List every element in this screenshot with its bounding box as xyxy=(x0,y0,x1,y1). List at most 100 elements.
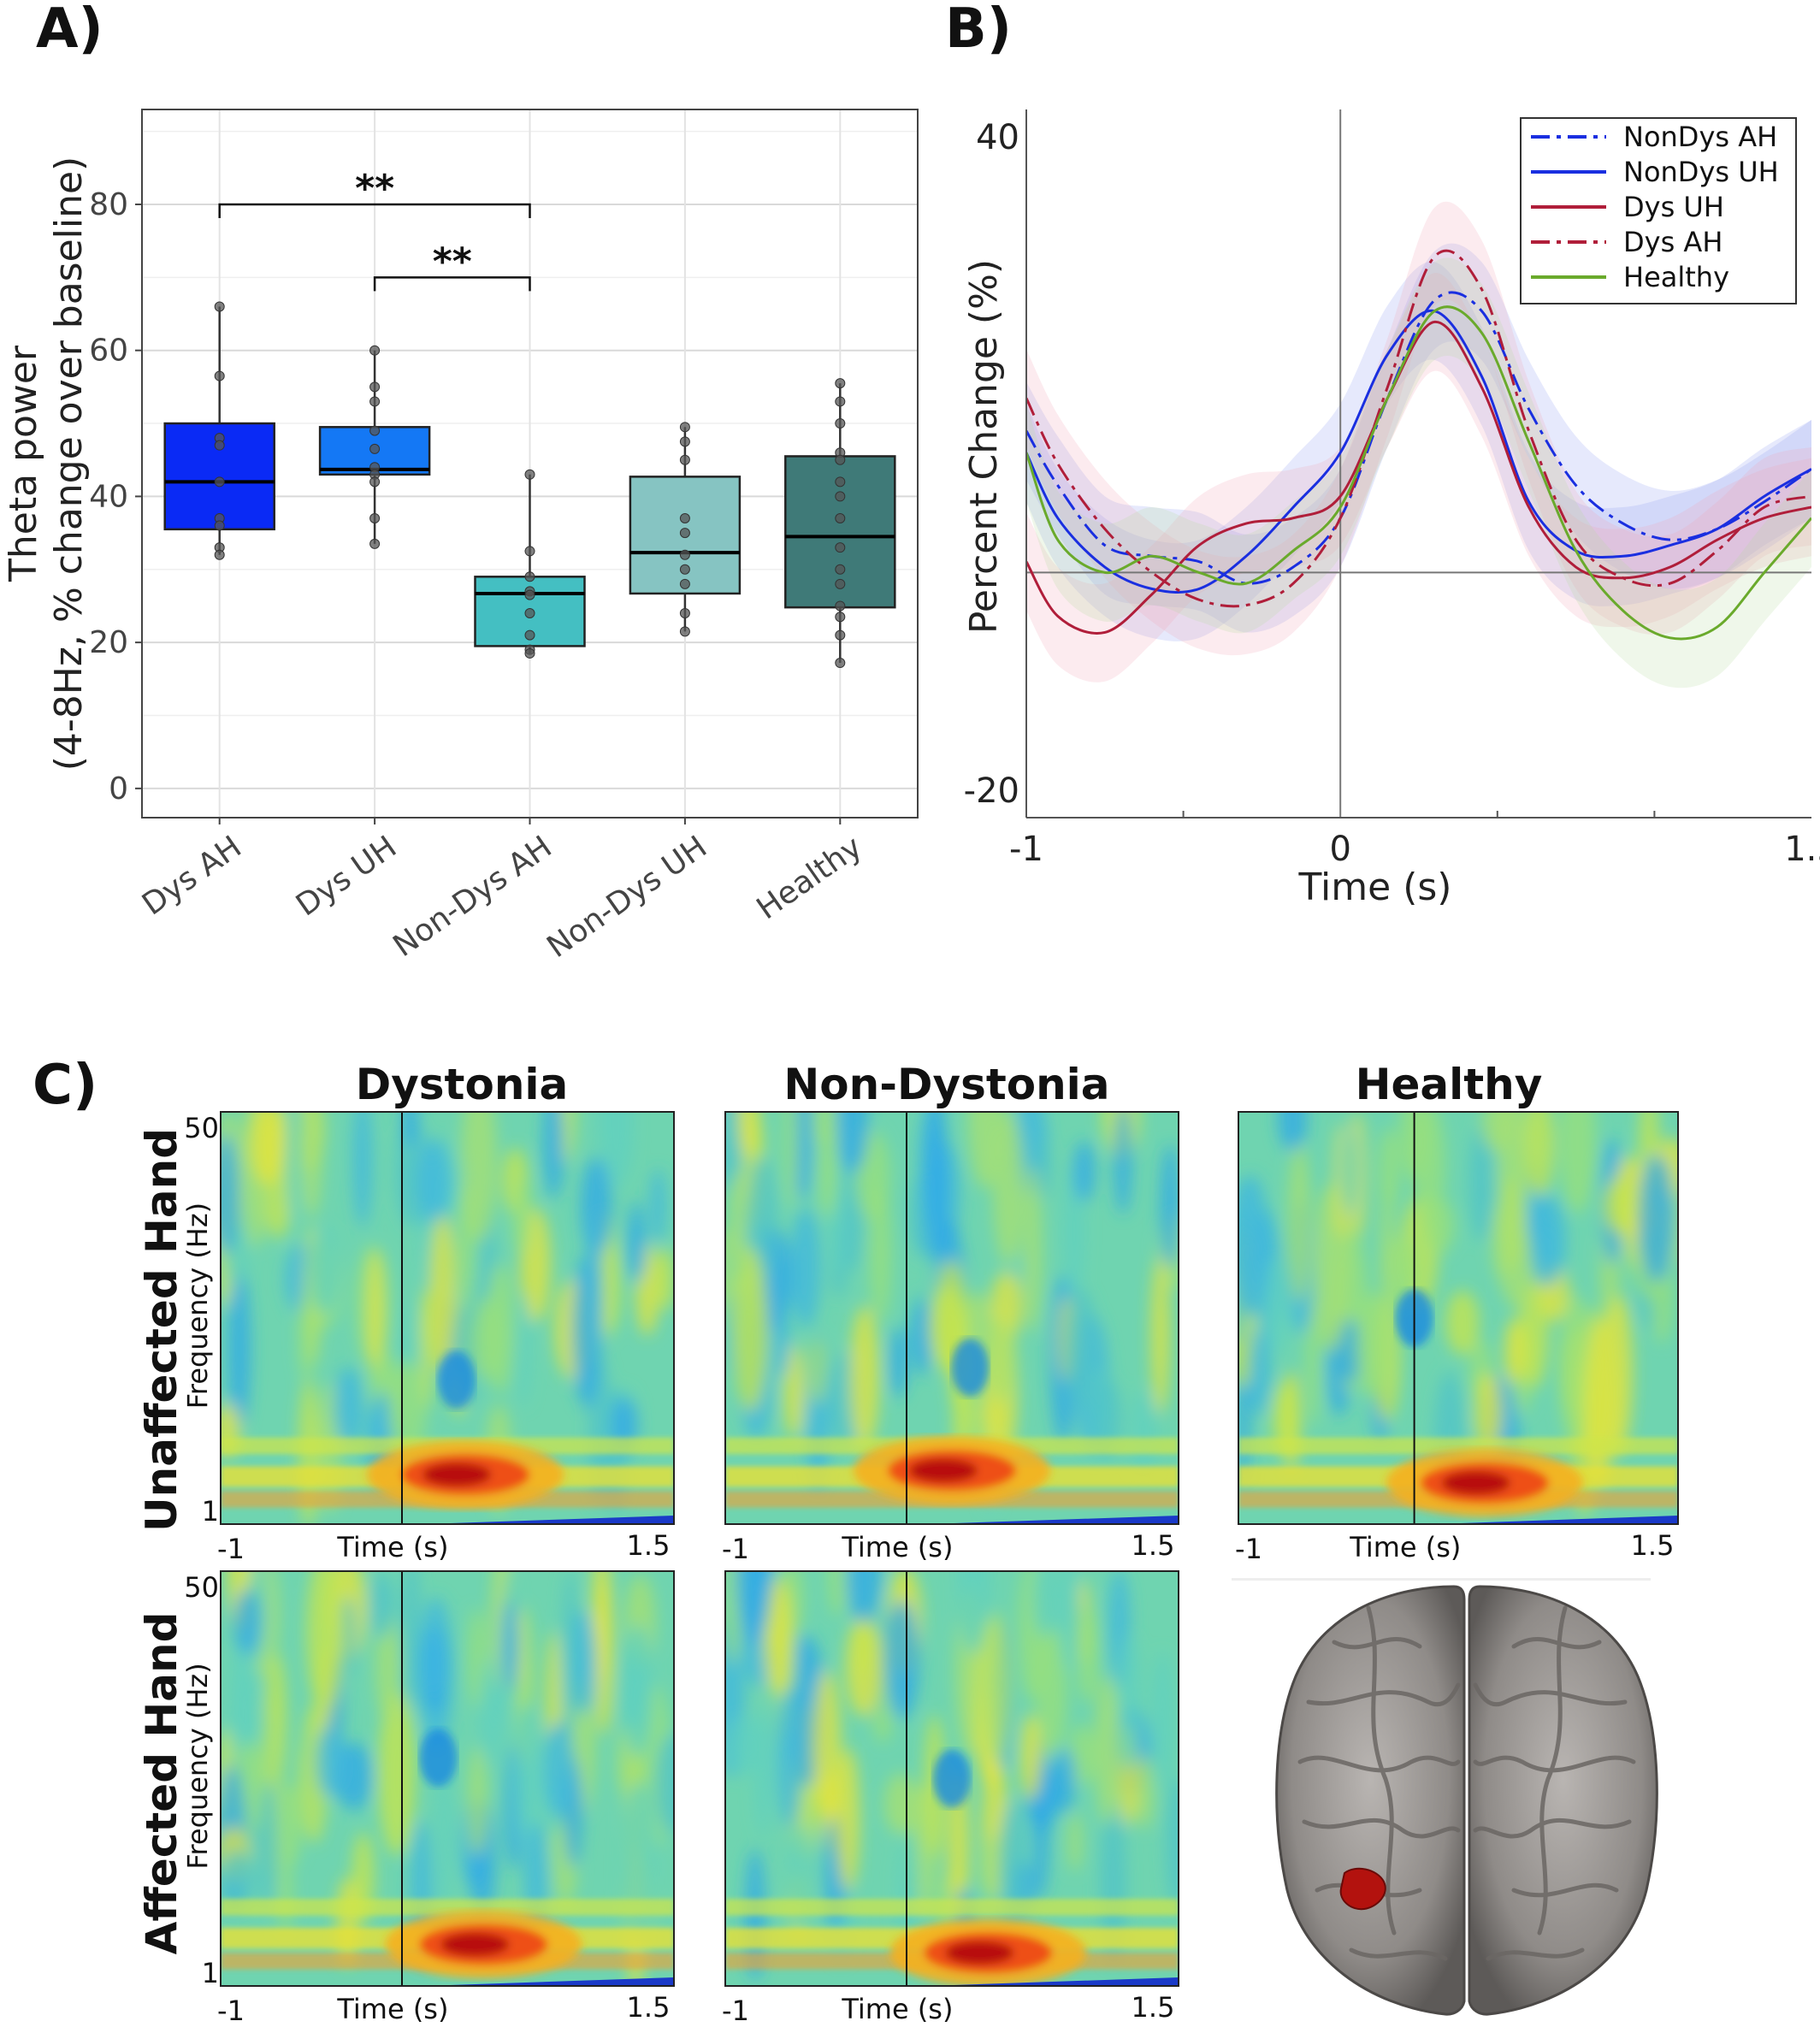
heatmap-texture-blob xyxy=(1036,1626,1067,1758)
heatmap-band xyxy=(1238,1437,1678,1455)
heatmap-texture-blob xyxy=(1023,1166,1043,1333)
heatmap-y-tick: 1 xyxy=(202,1495,219,1528)
box-data-point xyxy=(214,549,225,560)
tf-heatmap: -1 1.5 Time (s) xyxy=(722,1111,1179,1565)
heatmap-hot-core xyxy=(909,1458,978,1483)
heatmap-texture-blob xyxy=(1060,1571,1081,1675)
heatmap-y-label: Frequency (Hz) xyxy=(181,1663,214,1869)
heatmap-texture-blob xyxy=(375,1612,401,1723)
heatmap-texture-blob xyxy=(367,1249,384,1383)
heatmap-texture-blob xyxy=(299,1112,322,1218)
heatmap-texture-blob xyxy=(925,1112,948,1263)
box-data-point xyxy=(524,629,535,641)
heatmap-texture-blob xyxy=(1480,1112,1515,1152)
heatmap-texture-blob xyxy=(737,1112,759,1159)
heatmap-x-tick: -1 xyxy=(722,1995,749,2027)
heatmap-cold-spot xyxy=(437,1350,476,1410)
lineplot-panel: 40-20-101.5 Time (s) Percent Change (%) … xyxy=(962,109,1820,909)
heatmap-texture-blob xyxy=(461,1112,497,1243)
heatmap-texture-blob xyxy=(501,1600,519,1691)
heatmap-x-tick: -1 xyxy=(722,1533,749,1565)
box-data-point xyxy=(679,454,690,465)
tf-heatmap: -1 1.5 Time (s) 50 1 Frequency (Hz) xyxy=(181,1570,675,2027)
heatmap-texture-blob xyxy=(835,1112,869,1173)
confidence-band xyxy=(1026,243,1811,633)
heatmap-texture-blob xyxy=(512,1704,541,1849)
heatmap-texture-blob xyxy=(650,1168,666,1245)
y-tick-label: 80 xyxy=(89,187,128,222)
significance-stars: ** xyxy=(433,239,472,283)
heatmap-texture-blob xyxy=(1069,1724,1096,1787)
heatmap-cells xyxy=(1238,1112,1678,1524)
heatmap-texture-blob xyxy=(1638,1154,1675,1283)
heatmap-texture-blob xyxy=(1504,1318,1524,1385)
heatmap-x-tick: -1 xyxy=(217,1995,245,2027)
box-data-point xyxy=(369,396,381,407)
y-tick-label: 40 xyxy=(976,118,1019,157)
heatmap-texture-blob xyxy=(228,1267,251,1431)
heatmap-texture-blob xyxy=(1584,1317,1616,1488)
box-data-point xyxy=(524,546,535,557)
heatmap-cold-region xyxy=(437,1350,476,1410)
heatmap-texture-blob xyxy=(883,1599,920,1720)
heatmap-texture-blob xyxy=(1077,1605,1099,1703)
heatmap-hot-region xyxy=(367,1440,564,1510)
heatmap-texture-blob xyxy=(621,1781,658,1950)
heatmap-texture-blob xyxy=(594,1578,613,1735)
heatmap-texture-blob xyxy=(511,1179,533,1254)
heatmap-x-tick: 1.5 xyxy=(1132,1991,1175,2024)
box-data-point xyxy=(679,578,690,589)
heatmap-x-tick: 1.5 xyxy=(1132,1529,1175,1562)
heatmap-frame xyxy=(724,1570,1179,1987)
x-tick-label: Dys AH xyxy=(136,830,248,923)
heatmap-hot-core xyxy=(440,1932,510,1957)
significance-stars: ** xyxy=(355,167,394,210)
box-data-point xyxy=(524,647,535,659)
heatmap-x-label: Time (s) xyxy=(1349,1531,1461,1563)
heatmap-texture-blob xyxy=(286,1112,304,1222)
heatmap-texture-blob xyxy=(1523,1112,1555,1197)
heatmap-texture-blob xyxy=(956,1571,991,1655)
series-line xyxy=(1026,309,1811,594)
heatmap-texture-blob xyxy=(1151,1651,1174,1792)
x-tick-label: 1.5 xyxy=(1784,830,1820,869)
heatmap-cold-spot xyxy=(933,1749,971,1808)
heatmap-x-tick: 1.5 xyxy=(1631,1529,1675,1562)
box-data-point xyxy=(679,513,690,524)
tf-heatmap: -1 1.5 Time (s) 50 1 Frequency (Hz) xyxy=(181,1111,675,1565)
heatmap-y-tick: 50 xyxy=(184,1112,219,1144)
box-data-point xyxy=(214,301,225,312)
heatmap-texture-blob xyxy=(1019,1713,1043,1800)
heatmap-texture-blob xyxy=(1116,1634,1141,1771)
legend-box xyxy=(1520,117,1797,304)
column-title: Non-Dystonia xyxy=(783,1060,1109,1109)
confidence-band xyxy=(1026,201,1811,656)
box-data-point xyxy=(214,476,225,488)
heatmap-texture-blob xyxy=(517,1294,531,1408)
heatmap-texture-blob xyxy=(763,1577,794,1697)
box-data-point xyxy=(524,589,535,600)
box-data-point xyxy=(835,600,846,612)
heatmap-texture-blob xyxy=(471,1297,499,1380)
heatmap-texture-blob xyxy=(1100,1801,1126,1965)
heatmap-texture-blob xyxy=(776,1314,790,1379)
heatmap-texture-blob xyxy=(336,1877,359,1966)
heatmap-texture-blob xyxy=(913,1302,932,1377)
heatmap-texture-blob xyxy=(1559,1112,1596,1214)
heatmap-edge-artifact xyxy=(929,1516,1179,1524)
heatmap-texture-blob xyxy=(622,1623,653,1758)
boxplot-boxes xyxy=(163,301,896,669)
box-data-point xyxy=(835,378,846,389)
heatmap-texture-blob xyxy=(735,1571,772,1645)
lineplot-ticks: 40 -20 -1 0 1.5 xyxy=(964,118,1820,869)
heatmap-texture-blob xyxy=(732,1247,769,1412)
heatmap-texture-blob xyxy=(369,1573,394,1639)
box-data-point xyxy=(369,345,381,356)
heatmap-texture-blob xyxy=(754,1706,772,1836)
heatmap-texture-blob xyxy=(1558,1294,1592,1445)
heatmap-hot-region xyxy=(889,1918,1087,1986)
x-tick-label: -1 xyxy=(1009,830,1043,869)
